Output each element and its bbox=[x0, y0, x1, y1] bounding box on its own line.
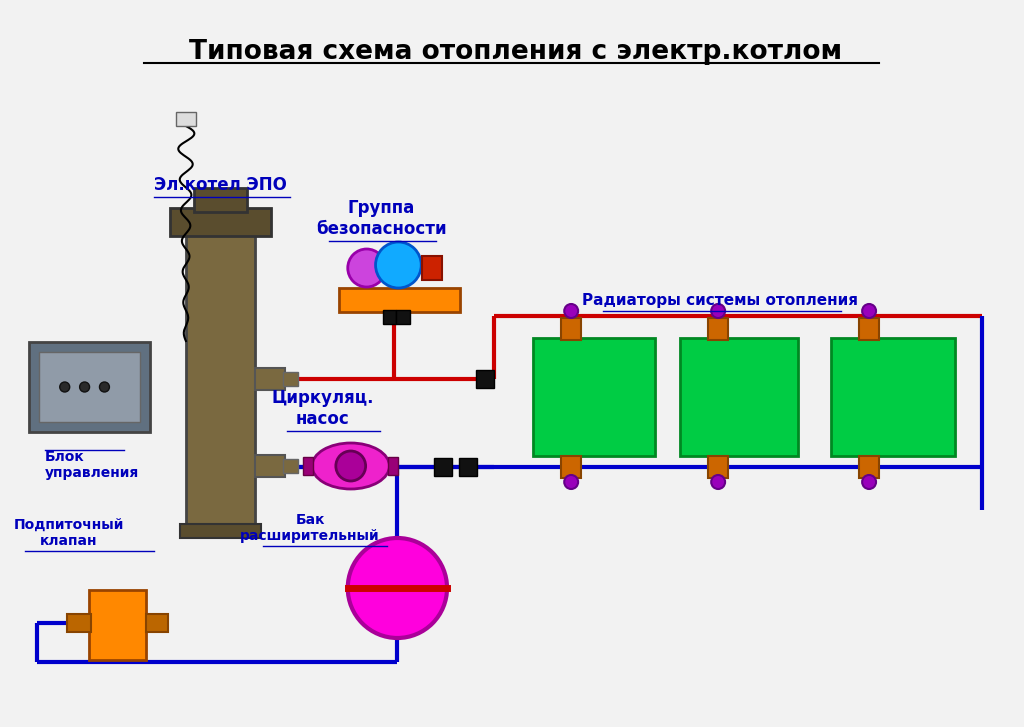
Text: Группа
безопасности: Группа безопасности bbox=[316, 199, 446, 238]
Bar bbox=[194, 188, 248, 212]
Bar bbox=[303, 457, 313, 475]
Bar bbox=[383, 310, 396, 324]
Text: Радиаторы системы отопления: Радиаторы системы отопления bbox=[582, 293, 858, 308]
Circle shape bbox=[564, 304, 579, 318]
Bar bbox=[39, 352, 140, 422]
Bar bbox=[146, 614, 168, 632]
Circle shape bbox=[376, 242, 421, 288]
Bar bbox=[176, 112, 196, 126]
Circle shape bbox=[712, 304, 725, 318]
Circle shape bbox=[862, 304, 877, 318]
Bar bbox=[680, 338, 798, 456]
Bar bbox=[831, 338, 955, 456]
Bar bbox=[180, 524, 261, 538]
Bar bbox=[67, 614, 90, 632]
Bar bbox=[255, 368, 286, 390]
Text: Эл.котел ЭПО: Эл.котел ЭПО bbox=[155, 176, 287, 194]
Text: Блок
управления: Блок управления bbox=[45, 450, 139, 481]
Circle shape bbox=[348, 538, 447, 638]
Bar bbox=[561, 456, 581, 478]
Bar bbox=[186, 232, 255, 524]
Bar bbox=[255, 455, 286, 477]
Circle shape bbox=[99, 382, 110, 392]
Bar bbox=[859, 318, 879, 340]
Bar bbox=[709, 456, 728, 478]
Circle shape bbox=[862, 475, 877, 489]
Bar bbox=[476, 370, 494, 388]
Bar bbox=[534, 338, 654, 456]
Ellipse shape bbox=[312, 443, 389, 489]
Bar bbox=[709, 318, 728, 340]
Bar bbox=[88, 590, 146, 660]
Bar bbox=[434, 458, 452, 476]
Text: Подпиточный
клапан: Подпиточный клапан bbox=[13, 518, 124, 548]
Circle shape bbox=[80, 382, 89, 392]
Bar bbox=[459, 458, 477, 476]
Circle shape bbox=[336, 451, 366, 481]
Circle shape bbox=[712, 475, 725, 489]
Text: Циркуляц.
насос: Циркуляц. насос bbox=[271, 389, 374, 428]
Circle shape bbox=[348, 249, 385, 287]
Bar bbox=[859, 456, 879, 478]
Bar bbox=[284, 459, 298, 473]
Bar bbox=[339, 288, 460, 312]
Bar bbox=[170, 208, 271, 236]
Bar bbox=[388, 457, 398, 475]
Bar bbox=[284, 372, 298, 386]
Bar bbox=[422, 256, 442, 280]
Text: Типовая схема отопления с электр.котлом: Типовая схема отопления с электр.котлом bbox=[189, 39, 842, 65]
Circle shape bbox=[59, 382, 70, 392]
Bar bbox=[29, 342, 151, 432]
Text: Бак
расширительный: Бак расширительный bbox=[241, 513, 380, 543]
Bar bbox=[561, 318, 581, 340]
Circle shape bbox=[564, 475, 579, 489]
Bar bbox=[396, 310, 411, 324]
